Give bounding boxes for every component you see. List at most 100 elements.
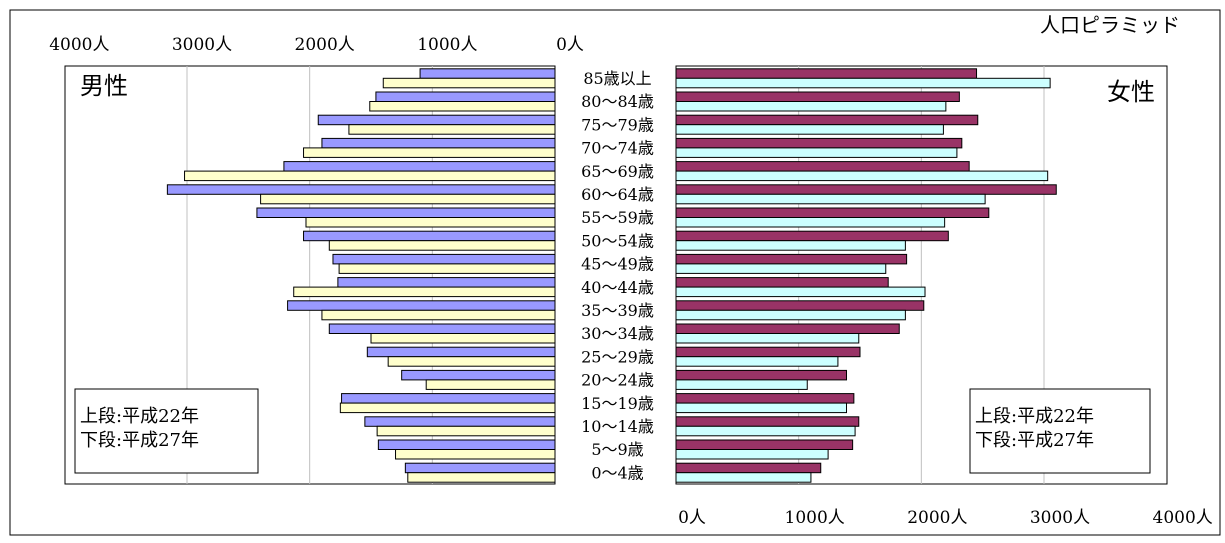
male-bar-h27	[348, 124, 556, 135]
male-bar-h27	[305, 217, 556, 228]
male-bar-h27	[321, 309, 556, 321]
female-bar-h27	[675, 333, 860, 344]
age-category-label: 70～74歳	[581, 139, 654, 158]
x-tick-label-bottom: 0人	[678, 508, 706, 528]
female-bar-h27	[675, 286, 926, 298]
male-bar-h27	[184, 170, 556, 182]
male-bar-h27	[339, 402, 556, 414]
age-category-label: 85歳以上	[583, 69, 651, 88]
female-bar-h22	[675, 68, 978, 79]
age-category-label: 15～19歳	[581, 394, 654, 413]
x-axis-tick-labels: 4000人 4000人 3000人 3000人 2000人 2000人 1000人 1000人…	[49, 35, 1213, 528]
age-category-label: 80～84歳	[581, 92, 654, 111]
male-bar-h27	[370, 333, 556, 344]
age-category-label: 40～44歳	[581, 278, 654, 297]
male-bar-h22	[166, 184, 556, 195]
female-bar-h27	[675, 193, 986, 205]
female-bar-h27	[675, 101, 947, 112]
male-bar-h22	[341, 393, 556, 404]
male-bar-h22	[404, 462, 556, 474]
x-tick-label-top: 2000人	[295, 35, 355, 55]
x-tick-label-bottom: 2000人	[907, 508, 967, 528]
male-bar-h22	[303, 230, 556, 242]
bars-group	[166, 68, 1057, 483]
female-bar-h27	[675, 170, 1049, 182]
male-bar-h22	[321, 137, 556, 149]
x-tick-label-bottom: 4000人	[1153, 508, 1213, 528]
male-bar-h27	[303, 147, 556, 158]
age-category-label: 25～29歳	[581, 347, 654, 366]
male-bar-h22	[366, 346, 556, 358]
age-category-label: 5～9歳	[591, 440, 643, 459]
male-bar-h27	[260, 193, 556, 205]
female-bar-h27	[675, 472, 812, 483]
age-category-label: 60～64歳	[581, 185, 654, 204]
female-bar-h22	[675, 323, 900, 334]
female-bar-h27	[675, 449, 829, 460]
age-category-label: 10～14歳	[581, 417, 654, 436]
male-bar-h22	[256, 207, 556, 218]
female-bar-h22	[675, 114, 979, 126]
age-category-label: 65～69歳	[581, 162, 654, 181]
x-tick-label-top: 3000人	[172, 35, 232, 55]
male-bar-h22	[332, 253, 556, 265]
male-bar-h27	[387, 356, 556, 367]
female-bar-h27	[675, 425, 856, 437]
age-category-label: 75～79歳	[581, 115, 654, 134]
female-bar-h22	[675, 462, 822, 474]
female-bar-h22	[675, 207, 990, 218]
female-bar-h27	[675, 240, 906, 251]
female-bar-h27	[675, 356, 839, 367]
x-tick-label-bottom: 3000人	[1030, 508, 1090, 528]
male-bar-h27	[395, 449, 556, 460]
male-bar-h27	[407, 472, 556, 483]
male-bar-h22	[328, 323, 556, 334]
male-bar-h22	[401, 369, 556, 381]
female-bar-h22	[675, 137, 963, 149]
male-bar-h27	[425, 379, 556, 390]
male-bar-h27	[328, 240, 556, 251]
male-bar-h27	[382, 77, 556, 89]
legend-box-right: 上段:平成22年 下段:平成27年	[969, 388, 1151, 474]
female-bar-h27	[675, 263, 887, 274]
legend-box-left: 上段:平成22年 下段:平成27年	[74, 388, 259, 474]
age-category-label: 55～59歳	[581, 208, 654, 227]
female-bar-h27	[675, 217, 946, 228]
legend-box-right-frame	[969, 388, 1151, 474]
age-category-labels: 85歳以上 80～84歳 75～79歳 70～74歳 65～69歳 60～64歳 55～59…	[581, 69, 654, 482]
female-bar-h22	[675, 253, 908, 265]
female-bar-h27	[675, 147, 958, 158]
age-category-label: 30～34歳	[581, 324, 654, 343]
female-bar-h22	[675, 277, 889, 288]
female-bar-h27	[675, 309, 906, 321]
female-bar-h22	[675, 300, 925, 311]
legend-line-lower: 下段:平成27年	[975, 430, 1094, 451]
female-label: 女性	[1107, 78, 1155, 106]
male-bar-h22	[317, 114, 556, 126]
female-bar-h22	[675, 346, 861, 358]
male-bar-h22	[337, 277, 556, 288]
female-bar-h27	[675, 77, 1051, 89]
female-bar-h22	[675, 91, 960, 102]
age-category-label: 35～39歳	[581, 301, 654, 320]
male-bar-h22	[364, 416, 556, 427]
x-tick-label-top: 4000人	[49, 35, 109, 55]
male-bar-h27	[293, 286, 556, 298]
female-bar-h22	[675, 161, 970, 172]
female-bar-h22	[675, 369, 848, 381]
male-label: 男性	[80, 72, 128, 100]
female-bar-h22	[675, 439, 854, 450]
age-category-label: 50～54歳	[581, 231, 654, 250]
female-bar-h22	[675, 230, 949, 242]
male-bar-h27	[338, 263, 556, 274]
male-bar-h22	[419, 68, 556, 79]
legend-line-upper: 上段:平成22年	[975, 406, 1094, 427]
male-bar-h22	[377, 439, 556, 450]
male-bar-h22	[375, 91, 556, 102]
x-tick-label-top: 1000人	[417, 35, 477, 55]
age-category-label: 45～49歳	[581, 255, 654, 274]
female-bar-h27	[675, 402, 848, 414]
female-bar-h22	[675, 393, 855, 404]
